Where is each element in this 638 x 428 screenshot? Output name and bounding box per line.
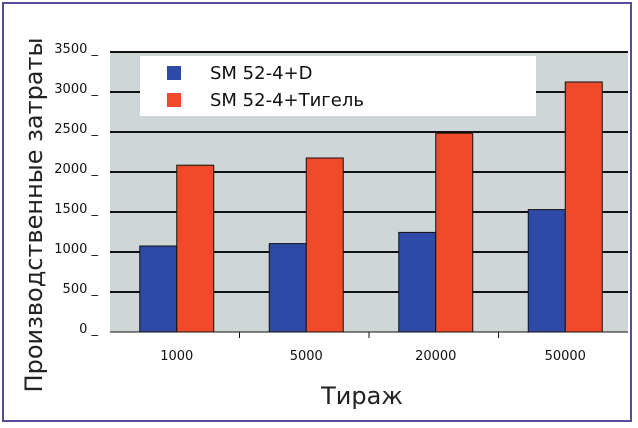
x-axis-title: Тираж xyxy=(320,382,403,410)
bar-sm52-tigel-50000 xyxy=(564,81,603,333)
bar-sm52-tigel-5000 xyxy=(305,157,344,333)
bar-sm52-d-1000 xyxy=(139,245,178,333)
y-tick-label: 0 _ xyxy=(79,322,98,337)
legend: SM 52-4+D SM 52-4+Тигель xyxy=(140,56,536,116)
y-tick-label: 1500 _ xyxy=(54,202,98,217)
bar-sm52-d-5000 xyxy=(268,243,307,333)
bar-sm52-d-50000 xyxy=(527,209,566,333)
bar-sm52-tigel-1000 xyxy=(176,164,215,333)
y-axis-title: Производственные затраты xyxy=(20,38,48,393)
y-tick-label: 3500 _ xyxy=(54,42,98,57)
bars xyxy=(139,81,603,333)
legend-label-sm52-tigel: SM 52-4+Тигель xyxy=(210,90,364,111)
legend-box xyxy=(140,56,536,116)
bar-sm52-d-20000 xyxy=(398,231,437,333)
y-tick-label: 2000 _ xyxy=(54,162,98,177)
x-tick-label: 20000 xyxy=(415,349,456,364)
x-tick-label: 1000 xyxy=(160,349,193,364)
chart-frame xyxy=(2,2,632,422)
y-tick-label: 500 _ xyxy=(63,282,99,297)
y-ticks: 0 _ 500 _ 1000 _ 1500 _ 2000 _ 2500 _ 3000 _ 35… xyxy=(54,42,98,337)
x-tick-label: 5000 xyxy=(290,349,323,364)
y-tick-label: 2500 _ xyxy=(54,122,98,137)
x-ticks: 1000 5000 20000 50000 xyxy=(160,332,586,364)
legend-swatch-sm52-d xyxy=(167,66,181,80)
y-tick-label: 1000 _ xyxy=(54,242,98,257)
legend-label-sm52-d: SM 52-4+D xyxy=(210,63,312,84)
x-tick-label: 50000 xyxy=(545,349,586,364)
y-tick-label: 3000 _ xyxy=(54,82,98,97)
legend-swatch-sm52-tigel xyxy=(167,93,181,107)
bar-sm52-tigel-20000 xyxy=(435,132,474,333)
